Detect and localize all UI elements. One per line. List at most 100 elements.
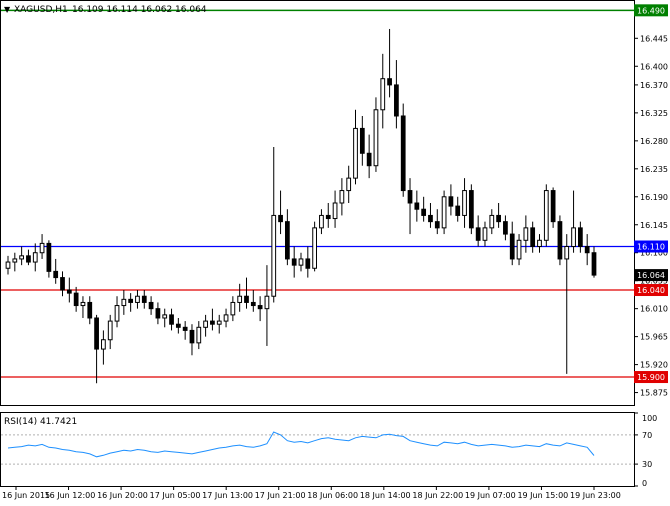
candle-body: [87, 301, 93, 319]
time-tick-label: 17 Jun 13:00: [202, 491, 253, 500]
candle-body: [148, 301, 154, 310]
candle-body: [584, 246, 590, 254]
candle-body: [175, 323, 181, 328]
candle-body: [32, 252, 38, 263]
rsi-tick-label: 100: [642, 414, 657, 423]
candle-body: [162, 314, 168, 319]
candle-body: [462, 190, 467, 216]
candle-body: [250, 301, 256, 307]
candle-body: [291, 258, 297, 266]
candle: [482, 221, 488, 247]
candle-body: [537, 239, 542, 248]
candle: [26, 249, 31, 266]
candle-body: [196, 326, 202, 344]
price-tick-label: 15.920: [640, 361, 668, 370]
candle: [394, 60, 399, 129]
candle: [428, 203, 433, 228]
candle-body: [373, 109, 379, 167]
candle: [557, 215, 563, 266]
candle-body: [284, 221, 290, 260]
candle: [366, 134, 372, 179]
candle: [53, 258, 59, 284]
time-tick-label: 16 Jun 2015: [2, 491, 50, 500]
candle: [455, 196, 461, 222]
candle: [128, 293, 134, 312]
candle-body: [353, 127, 358, 179]
price-tick-label: 16.280: [640, 137, 668, 146]
candle: [141, 290, 147, 309]
candle: [5, 255, 11, 275]
candle: [66, 277, 72, 303]
candle: [414, 190, 420, 222]
candle: [468, 184, 474, 235]
candle: [107, 314, 113, 350]
time-tick-label: 18 Jun 14:00: [360, 491, 411, 500]
price-tick-label: 16.100: [640, 249, 668, 258]
candle: [496, 203, 501, 228]
candle-body: [591, 252, 597, 276]
candle: [155, 302, 161, 325]
current-price-badge: [634, 269, 668, 282]
candle-body: [26, 255, 31, 263]
rsi-label: RSI(14) 41.7421: [4, 417, 77, 427]
candle: [216, 314, 222, 334]
candle-body: [380, 78, 386, 111]
candle: [339, 178, 345, 216]
candle-body: [455, 205, 461, 216]
candle-body: [523, 227, 529, 241]
candle: [400, 103, 406, 197]
candle: [203, 314, 208, 337]
candle: [332, 190, 338, 228]
rsi-indicator: 100 70 30 0: [1, 412, 657, 488]
candle: [441, 190, 447, 235]
candle: [271, 147, 277, 303]
time-tick-label: 19 Jun 23:00: [570, 491, 621, 500]
candle-body: [5, 261, 11, 269]
candle-body: [298, 258, 304, 266]
rsi-tick-label: 70: [642, 431, 652, 440]
candle: [305, 246, 311, 278]
candle-body: [530, 227, 536, 248]
candle: [550, 187, 556, 228]
horizontal-line-badge: [634, 284, 668, 297]
candle: [175, 317, 181, 334]
candle-body: [244, 295, 249, 303]
candle-body: [216, 320, 222, 325]
candle: [516, 234, 522, 266]
candle: [94, 314, 99, 384]
price-tick-label: 15.965: [640, 333, 668, 342]
candle: [489, 209, 495, 235]
candle-body: [101, 339, 106, 350]
candle-body: [230, 301, 236, 316]
candle-body: [60, 277, 65, 291]
time-tick-label: 19 Jun 15:00: [517, 491, 568, 500]
candle: [39, 234, 45, 259]
candle-body: [223, 314, 229, 322]
chart-arrow-icon: ▼: [4, 5, 11, 14]
candle: [298, 252, 304, 272]
candle-body: [107, 320, 113, 341]
price-tick-label: 16.055: [640, 277, 668, 286]
candle: [359, 115, 365, 166]
candle: [12, 252, 18, 272]
candle-body: [577, 227, 583, 248]
main-plot-frame: [0, 0, 635, 406]
candle-body: [135, 295, 140, 303]
candle-body: [203, 320, 208, 328]
chart-symbol-label: XAGUSD,H1: [14, 5, 68, 15]
current-price-label: 16.064: [637, 271, 665, 280]
horizontal-line-badge: [634, 371, 668, 384]
horizontal-line-label: 16.040: [637, 286, 665, 295]
candle-body: [12, 258, 18, 263]
candle: [373, 97, 379, 172]
candle-body: [543, 190, 549, 241]
horizontal-line-label: 15.900: [637, 373, 665, 382]
price-tick-label: 16.145: [640, 221, 668, 230]
candle: [114, 296, 120, 328]
candle-body: [169, 314, 174, 325]
candle: [407, 178, 413, 235]
top-level-label: 16.490: [637, 6, 665, 15]
